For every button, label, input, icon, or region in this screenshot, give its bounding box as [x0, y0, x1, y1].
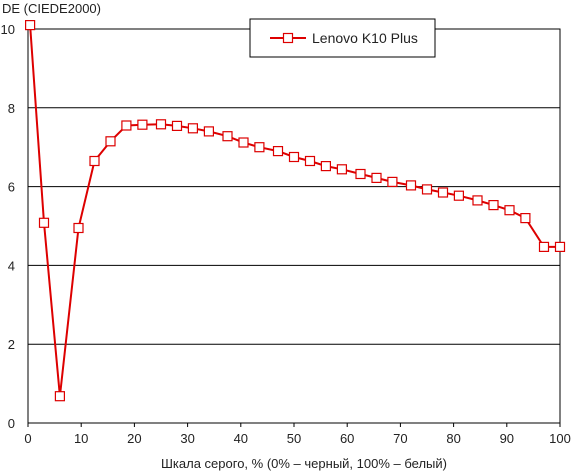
x-tick-label: 30 — [180, 431, 194, 446]
y-tick-label: 2 — [8, 337, 15, 352]
series-line — [29, 25, 560, 397]
data-point — [89, 155, 100, 167]
x-tick-label: 50 — [287, 431, 301, 446]
x-tick-label: 10 — [74, 431, 88, 446]
data-point — [203, 126, 214, 137]
data-point — [488, 200, 499, 211]
data-point — [105, 136, 116, 147]
data-point — [336, 164, 347, 175]
data-point — [238, 137, 249, 148]
y-axis-title: DE (CIEDE2000) — [2, 1, 101, 16]
data-point — [554, 241, 566, 252]
data-point — [222, 131, 233, 142]
data-point — [504, 205, 515, 216]
x-axis-ticks: 0 10 20 30 40 50 60 70 80 90 100 — [24, 423, 571, 446]
y-tick-label: 8 — [8, 101, 15, 116]
x-tick-label: 90 — [500, 431, 514, 446]
data-point — [288, 151, 300, 163]
y-tick-label: 6 — [8, 180, 15, 195]
data-point — [25, 20, 36, 31]
plot-frame — [27, 28, 561, 424]
legend-series-name: Lenovo K10 Plus — [312, 30, 418, 46]
legend-marker — [282, 32, 294, 44]
data-point — [38, 217, 50, 228]
x-axis-title: Шкала серого, % (0% – черный, 100% – бел… — [161, 456, 447, 471]
x-tick-label: 20 — [127, 431, 141, 446]
data-point — [187, 123, 198, 134]
x-tick-label: 100 — [549, 431, 571, 446]
data-point — [421, 184, 433, 195]
data-point — [272, 146, 284, 157]
data-point — [472, 195, 483, 206]
data-point — [453, 190, 464, 201]
data-point — [137, 119, 148, 130]
y-tick-label: 10 — [1, 22, 15, 37]
x-tick-label: 70 — [393, 431, 407, 446]
gridlines — [28, 28, 560, 424]
data-point — [538, 241, 550, 252]
data-point — [73, 222, 84, 234]
data-point — [437, 187, 449, 198]
data-point — [371, 172, 382, 183]
data-point — [387, 176, 398, 187]
data-point — [155, 119, 167, 130]
data-point — [121, 120, 132, 131]
data-point — [405, 180, 417, 191]
data-point — [320, 161, 331, 172]
data-point — [54, 391, 66, 402]
data-point — [171, 120, 183, 132]
data-point — [520, 213, 531, 224]
legend: Lenovo K10 Plus — [249, 18, 436, 58]
x-tick-label: 0 — [24, 431, 31, 446]
data-point — [254, 142, 265, 153]
x-tick-label: 80 — [446, 431, 460, 446]
x-tick-label: 40 — [234, 431, 248, 446]
series-layer — [25, 20, 566, 402]
y-tick-label: 0 — [8, 416, 15, 431]
y-axis-ticks: 0 2 4 6 8 10 — [1, 22, 15, 431]
x-tick-label: 60 — [340, 431, 354, 446]
data-point — [304, 155, 316, 167]
y-tick-label: 4 — [8, 258, 15, 273]
data-point — [355, 168, 366, 180]
